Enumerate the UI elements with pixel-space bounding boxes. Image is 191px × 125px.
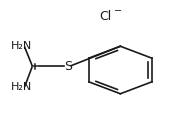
Text: S: S <box>64 60 72 73</box>
Text: H₂N: H₂N <box>11 82 32 92</box>
Text: −: − <box>114 6 122 16</box>
Text: H₂N: H₂N <box>11 41 32 51</box>
Text: Cl: Cl <box>99 10 112 23</box>
